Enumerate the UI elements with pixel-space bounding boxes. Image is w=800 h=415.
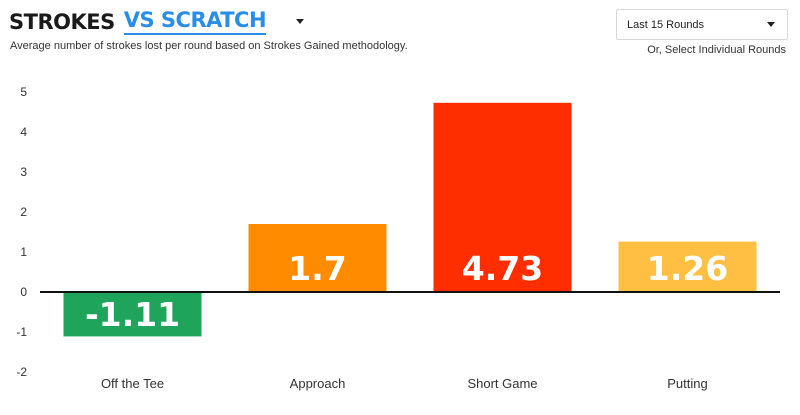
x-category-label: Approach <box>290 376 346 391</box>
round-range-select[interactable]: Last 15 Rounds <box>616 9 788 40</box>
chart-header: STROKES VS SCRATCH Average number of str… <box>9 8 408 52</box>
bar <box>248 224 387 292</box>
x-category-label: Off the Tee <box>101 376 164 391</box>
chart-subtitle: Average number of strokes lost per round… <box>10 40 408 52</box>
round-range-value: Last 15 Rounds <box>627 18 705 31</box>
title-row: STROKES VS SCRATCH <box>9 8 408 35</box>
y-tick-label: 2 <box>20 205 27 219</box>
y-tick-label: 5 <box>20 85 27 99</box>
bar-value-label: 4.73 <box>462 249 543 288</box>
select-individual-rounds-link[interactable]: Or, Select Individual Rounds <box>647 44 786 56</box>
x-category-label: Putting <box>667 376 707 391</box>
bar-value-label: 1.7 <box>288 249 346 288</box>
y-tick-label: -2 <box>16 365 27 379</box>
bar-value-label: 1.26 <box>647 249 728 288</box>
bar <box>618 241 757 292</box>
title-metric: STROKES <box>9 9 115 34</box>
x-category-label: Short Game <box>467 376 537 391</box>
y-tick-label: -1 <box>16 325 27 339</box>
y-tick-label: 1 <box>20 245 27 259</box>
y-tick-label: 3 <box>20 165 27 179</box>
chevron-down-icon <box>767 22 775 27</box>
y-tick-label: 0 <box>20 285 27 299</box>
chevron-down-icon[interactable] <box>296 19 305 24</box>
comparison-selector[interactable]: VS SCRATCH <box>123 8 267 35</box>
bar-value-label: -1.11 <box>85 295 180 334</box>
y-tick-label: 4 <box>20 125 27 139</box>
bar <box>433 102 572 292</box>
bar <box>63 292 202 337</box>
